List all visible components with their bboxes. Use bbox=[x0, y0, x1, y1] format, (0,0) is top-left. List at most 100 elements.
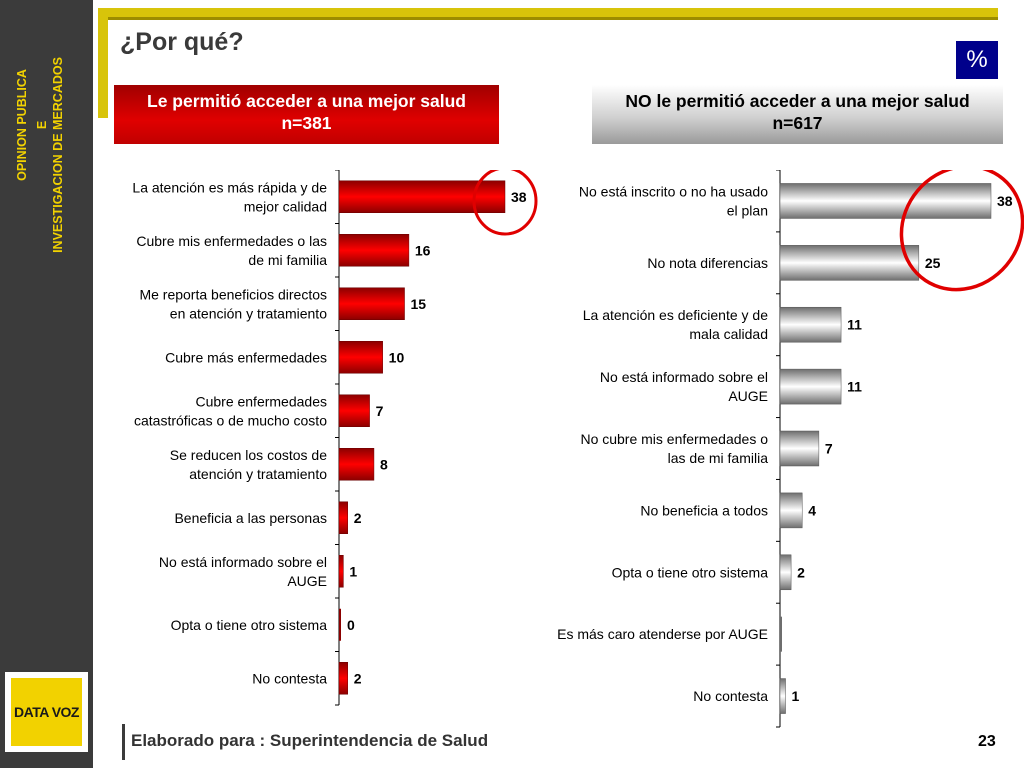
category-label-line: No está informado sobre el bbox=[600, 369, 768, 385]
bar-value-label: 1 bbox=[792, 688, 800, 704]
category-label: Se reducen los costos de atención y trata… bbox=[170, 447, 327, 482]
category-label: No contesta bbox=[252, 670, 327, 686]
category-label: Me reporta beneficios directos en atenció… bbox=[139, 286, 327, 321]
logo-inner: DATA VOZ bbox=[11, 678, 82, 746]
category-label: No beneficia a todos bbox=[640, 502, 768, 518]
bar-value-label: 7 bbox=[825, 441, 833, 457]
category-label-line: AUGE bbox=[728, 388, 768, 404]
bar-value-label: 25 bbox=[925, 255, 941, 271]
right-panel-title: NO le permitió acceder a una mejor salud… bbox=[592, 85, 1003, 144]
bar-value-label: 0 bbox=[347, 617, 355, 633]
category-label: Cubre mis enfermedades o las de mi famili… bbox=[136, 233, 327, 268]
category-label-line: Me reporta beneficios directos bbox=[139, 286, 327, 302]
bar-value-label: 10 bbox=[389, 349, 405, 365]
sidebar-line-2: E bbox=[35, 121, 49, 129]
category-label: La atención es deficiente y de mala calid… bbox=[583, 307, 768, 342]
bar bbox=[779, 430, 820, 467]
category-label: La atención es más rápida y de mejor cali… bbox=[132, 179, 327, 214]
category-label-line: mala calidad bbox=[689, 326, 768, 342]
category-label-line: Es más caro atenderse por AUGE bbox=[557, 626, 768, 642]
left-bar-chart: 38 La atención es más rápida y de mejor ca… bbox=[100, 166, 560, 710]
page-title: ¿Por qué? bbox=[120, 28, 244, 56]
category-label: No cubre mis enfermedades o las de mi fam… bbox=[580, 431, 768, 466]
bar-value-label: 4 bbox=[808, 502, 816, 518]
bar-value-label: 2 bbox=[354, 510, 362, 526]
category-label-line: catastróficas o de mucho costo bbox=[134, 412, 327, 428]
bar-value-label: 16 bbox=[415, 242, 431, 258]
bar-value-label: 2 bbox=[797, 564, 805, 580]
bar-value-label: 15 bbox=[411, 296, 427, 312]
category-label-line: atención y tratamiento bbox=[189, 466, 327, 482]
highlight-circle bbox=[899, 164, 1024, 292]
bar bbox=[338, 234, 410, 267]
category-label: No está informado sobre el AUGE bbox=[159, 554, 327, 589]
top-decoration-line bbox=[98, 17, 998, 20]
category-label-line: Opta o tiene otro sistema bbox=[171, 617, 328, 633]
category-label: Beneficia a las personas bbox=[174, 510, 327, 526]
category-label-line: No contesta bbox=[252, 670, 327, 686]
category-label-line: de mi familia bbox=[248, 252, 327, 268]
bar bbox=[779, 183, 992, 219]
left-panel-sample: n=381 bbox=[281, 113, 332, 133]
bar bbox=[338, 501, 348, 534]
bar bbox=[779, 245, 920, 281]
bar-value-label: 7 bbox=[376, 403, 384, 419]
bar bbox=[338, 394, 370, 427]
category-label: No nota diferencias bbox=[647, 255, 768, 271]
category-label: Cubre enfermedades catastróficas o de muc… bbox=[134, 393, 327, 428]
sidebar-line-3: INVESTIGACION DE MERCADOS bbox=[51, 57, 65, 253]
category-label-line: No beneficia a todos bbox=[640, 502, 768, 518]
category-label-line: Beneficia a las personas bbox=[174, 510, 327, 526]
bar bbox=[338, 180, 506, 213]
category-label-line: No está informado sobre el bbox=[159, 554, 327, 570]
left-chart-svg: 38 La atención es más rápida y de mejor ca… bbox=[132, 166, 538, 706]
sidebar-line-1: OPINION PUBLICA bbox=[15, 69, 29, 181]
category-label-line: No contesta bbox=[693, 688, 768, 704]
category-label: Opta o tiene otro sistema bbox=[612, 564, 769, 580]
footer-divider bbox=[122, 724, 125, 760]
category-label: No está informado sobre el AUGE bbox=[600, 369, 768, 404]
bar bbox=[338, 662, 348, 695]
logo-text: DATA VOZ bbox=[14, 704, 79, 720]
bar-value-label: 2 bbox=[354, 670, 362, 686]
datavoz-logo: DATA VOZ bbox=[5, 672, 88, 752]
right-bar-chart: 38 No está inscrito o no ha usado el plan 2… bbox=[540, 164, 1024, 730]
category-label-line: Se reducen los costos de bbox=[170, 447, 327, 463]
left-decoration-bar bbox=[98, 8, 108, 118]
bar bbox=[779, 306, 842, 343]
category-label: Opta o tiene otro sistema bbox=[171, 617, 328, 633]
footer-credit: Elaborado para : Superintendencia de Sal… bbox=[131, 731, 489, 750]
right-panel-title-text: NO le permitió acceder a una mejor salud bbox=[625, 91, 970, 111]
category-label-line: Opta o tiene otro sistema bbox=[612, 564, 769, 580]
category-label: Es más caro atenderse por AUGE bbox=[557, 626, 768, 642]
percent-badge: % bbox=[956, 41, 998, 79]
sidebar-vertical-text: OPINION PUBLICA E INVESTIGACION DE MERCA… bbox=[6, 20, 86, 290]
left-panel-title-text: Le permitió acceder a una mejor salud bbox=[147, 91, 466, 111]
bar bbox=[779, 492, 803, 529]
bar bbox=[338, 341, 383, 374]
category-label-line: La atención es deficiente y de bbox=[583, 307, 768, 323]
bar-value-label: 38 bbox=[997, 193, 1013, 209]
left-panel-title: Le permitió acceder a una mejor salud n=… bbox=[114, 85, 499, 144]
category-label-line: No está inscrito o no ha usado bbox=[579, 183, 768, 199]
category-label-line: Cubre mis enfermedades o las bbox=[136, 233, 327, 249]
bar-value-label: 38 bbox=[511, 189, 527, 205]
category-label-line: las de mi familia bbox=[668, 450, 769, 466]
bar bbox=[779, 554, 792, 591]
category-label-line: en atención y tratamiento bbox=[170, 305, 327, 321]
category-label-line: el plan bbox=[727, 202, 768, 218]
bar bbox=[338, 555, 344, 588]
bar-value-label: 1 bbox=[349, 563, 357, 579]
bar bbox=[780, 616, 782, 652]
bar-value-label: 11 bbox=[847, 379, 862, 395]
category-label-line: No cubre mis enfermedades o bbox=[580, 431, 768, 447]
right-panel-sample: n=617 bbox=[772, 113, 823, 133]
category-label-line: Cubre enfermedades bbox=[195, 393, 327, 409]
sidebar: OPINION PUBLICA E INVESTIGACION DE MERCA… bbox=[0, 0, 93, 768]
category-label: No está inscrito o no ha usado el plan bbox=[579, 183, 768, 218]
category-label-line: mejor calidad bbox=[244, 198, 327, 214]
bar-value-label: 8 bbox=[380, 456, 388, 472]
bar bbox=[779, 368, 842, 405]
category-label-line: La atención es más rápida y de bbox=[132, 179, 327, 195]
bar-value-label: 11 bbox=[847, 317, 862, 333]
